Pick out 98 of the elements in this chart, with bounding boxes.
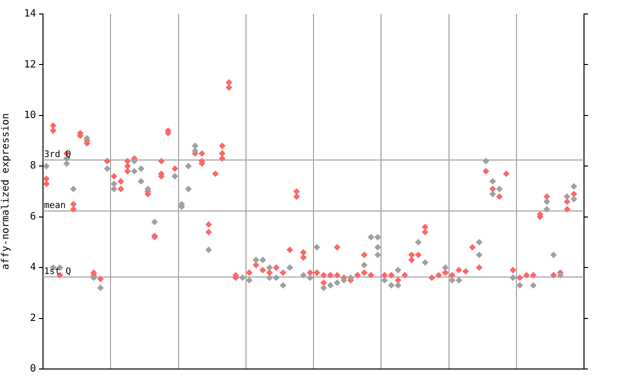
point: [144, 186, 151, 192]
point: [374, 234, 381, 240]
point: [64, 160, 70, 167]
y-tick-label: 8: [30, 160, 36, 172]
point: [131, 158, 138, 164]
point: [476, 239, 482, 246]
point: [516, 282, 523, 288]
point: [97, 284, 104, 291]
point: [381, 277, 388, 284]
ref-line-label: 1st Q: [44, 266, 72, 277]
point: [570, 183, 577, 190]
point: [300, 254, 306, 261]
point: [564, 206, 570, 212]
point: [570, 196, 577, 202]
point: [490, 178, 496, 184]
point: [138, 178, 144, 184]
ref-line-label: 3rd Q: [44, 150, 72, 160]
point: [415, 239, 422, 246]
point: [273, 274, 280, 281]
point: [226, 84, 232, 91]
point: [327, 282, 334, 288]
point: [564, 193, 570, 200]
y-tick-label: 14: [24, 8, 36, 20]
point: [266, 274, 273, 281]
point: [348, 274, 354, 281]
point: [104, 166, 110, 172]
point: [394, 282, 402, 288]
point: [151, 218, 158, 226]
point: [192, 142, 198, 149]
point: [110, 180, 118, 187]
point: [280, 282, 286, 288]
point: [394, 267, 402, 274]
point: [90, 274, 97, 281]
point: [118, 186, 124, 192]
point: [239, 274, 246, 281]
point: [138, 166, 144, 172]
point: [422, 259, 428, 266]
y-tick-label: 12: [24, 59, 36, 70]
point: [334, 280, 340, 286]
point: [482, 158, 490, 164]
point: [252, 256, 260, 264]
point: [172, 173, 178, 180]
point: [70, 206, 77, 212]
point: [374, 252, 381, 258]
point: [320, 284, 327, 291]
point: [374, 244, 381, 250]
ref-line-label: mean: [44, 200, 66, 211]
point: [246, 277, 252, 284]
point: [185, 186, 192, 192]
point: [124, 163, 131, 170]
point: [422, 228, 428, 236]
y-tick-label: 0: [30, 364, 36, 375]
point: [219, 150, 226, 157]
point: [550, 252, 557, 258]
point: [320, 280, 327, 286]
point: [361, 270, 368, 276]
y-tick-label: 10: [24, 110, 36, 122]
point: [544, 198, 550, 205]
point: [50, 128, 56, 134]
point: [476, 252, 482, 258]
point: [510, 274, 516, 281]
point: [496, 186, 503, 192]
point: [456, 277, 462, 284]
point: [266, 264, 273, 271]
point: [300, 272, 306, 278]
point: [544, 206, 550, 212]
point: [293, 193, 300, 200]
point: [361, 262, 368, 268]
point: [490, 190, 496, 198]
point: [124, 168, 131, 174]
y-tick-label: 2: [30, 312, 36, 324]
point: [314, 244, 320, 250]
point: [442, 264, 448, 271]
point: [43, 163, 50, 170]
point: [192, 148, 198, 154]
point: [388, 282, 394, 288]
point: [368, 234, 374, 240]
point: [219, 155, 226, 162]
point: [43, 180, 50, 187]
point: [408, 256, 415, 264]
y-axis-title: affy-normalized expression: [0, 113, 12, 270]
point: [131, 168, 138, 174]
point: [307, 274, 314, 281]
point: [84, 135, 90, 142]
point: [260, 256, 266, 264]
point: [334, 272, 340, 278]
point: [110, 186, 118, 192]
point: [286, 264, 293, 271]
point: [185, 163, 192, 170]
point: [70, 186, 77, 192]
point: [557, 272, 564, 278]
point: [449, 277, 456, 284]
point: [206, 246, 212, 253]
y-tick-label: 4: [30, 262, 36, 274]
point: [206, 228, 212, 236]
point: [340, 277, 348, 284]
point: [530, 282, 536, 288]
y-tick-label: 6: [30, 211, 36, 222]
